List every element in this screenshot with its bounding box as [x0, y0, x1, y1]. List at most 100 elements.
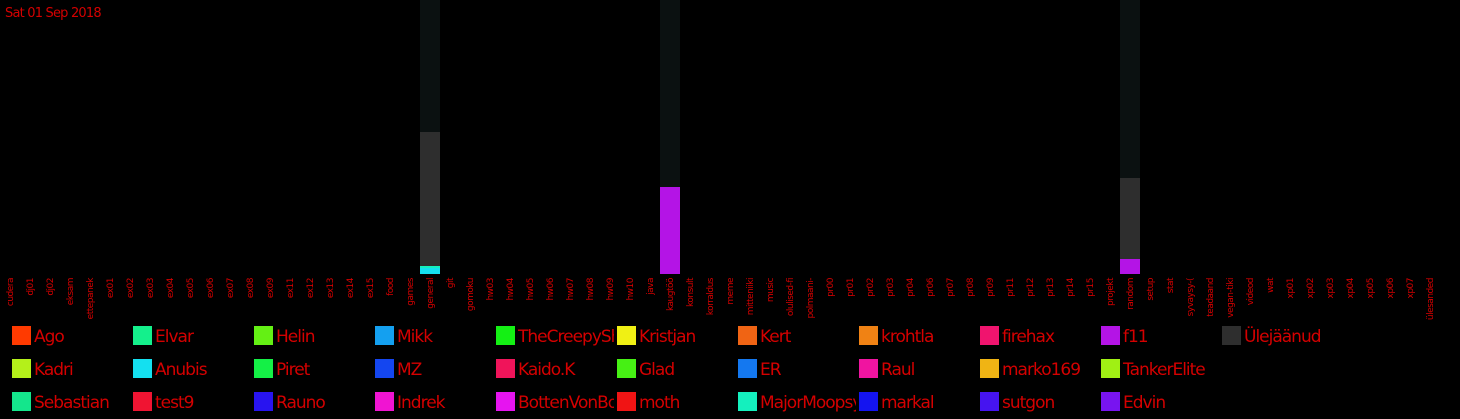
x-tick-label: pr11 [1006, 278, 1016, 297]
legend-swatch [12, 326, 31, 345]
x-tick-label: stat [1166, 277, 1176, 293]
x-tick-label: pr13 [1046, 278, 1056, 297]
x-tick-label: java [646, 278, 656, 296]
legend-swatch [980, 326, 999, 345]
legend-label: Glad [639, 360, 674, 380]
legend-swatch [496, 392, 515, 411]
x-tick-label: music [766, 277, 776, 302]
x-tick-label: xp03 [1326, 278, 1336, 299]
x-tick-label: xp01 [1286, 278, 1296, 299]
x-tick-label: korraldus [706, 277, 716, 315]
x-tick-label: konsult [686, 277, 696, 307]
x-tick-label: xp06 [1386, 277, 1396, 298]
legend-label: MZ [397, 360, 422, 380]
x-tick-label: ex05 [186, 278, 196, 298]
legend-label: sutgon [1002, 393, 1054, 413]
legend-label: Edvin [1123, 393, 1165, 413]
x-tick-label: food [386, 278, 396, 296]
x-tick-label: olulised-fi [786, 278, 796, 316]
x-tick-label: git [446, 277, 456, 288]
legend-label: moth [639, 393, 680, 413]
legend-label: Helin [276, 327, 315, 347]
legend-swatch [133, 326, 152, 345]
legend-label: Piret [276, 360, 311, 380]
legend-label: TheCreepySh [517, 327, 621, 347]
legend-swatch [859, 326, 878, 345]
x-tick-label: pr02 [866, 278, 876, 297]
x-tick-label: ex04 [166, 277, 176, 298]
legend-swatch [859, 359, 878, 378]
x-tick-label: ettepanek [86, 277, 96, 320]
bar-segment [420, 268, 440, 274]
legend-label: Ülejäänud [1244, 325, 1321, 347]
x-tick-label: hw03 [486, 278, 496, 301]
legend-label: firehax [1002, 327, 1055, 347]
legend-swatch [254, 359, 273, 378]
x-tick-label: hw08 [586, 277, 596, 300]
legend-label: f11 [1123, 327, 1148, 347]
x-tick-label: pr00 [826, 277, 836, 297]
legend-swatch [617, 359, 636, 378]
x-tick-label: random [1126, 278, 1136, 310]
legend-swatch [254, 326, 273, 345]
legend-swatch [1101, 359, 1120, 378]
legend-swatch [617, 392, 636, 411]
x-tick-label: ex07 [226, 278, 236, 298]
legend-label: BottenVonBot [518, 393, 624, 413]
x-tick-label: mitteniiki [746, 278, 756, 315]
x-tick-label: eksam [66, 278, 76, 305]
legend-label: Rauno [276, 393, 325, 413]
x-tick-label: wat [1266, 277, 1276, 293]
x-tick-label: ex02 [126, 278, 136, 298]
legend-swatch [133, 359, 152, 378]
x-tick-label: ex11 [286, 278, 296, 298]
legend-label: Kristjan [639, 327, 696, 347]
legend-label: Kadri [34, 360, 73, 380]
x-tick-label: games [406, 277, 416, 306]
legend-swatch [496, 359, 515, 378]
legend-swatch [738, 359, 757, 378]
legend-label: test9 [155, 393, 194, 413]
x-tick-label: ex09 [266, 277, 276, 298]
x-tick-label: pr06 [926, 277, 936, 297]
bar-segment [1120, 178, 1140, 259]
legend-label: ER [760, 360, 782, 380]
x-tick-label: ülesanded [1426, 278, 1436, 320]
x-tick-label: hw05 [526, 278, 536, 301]
legend-swatch [375, 392, 394, 411]
legend-swatch [375, 326, 394, 345]
legend-label: marko169 [1002, 360, 1080, 380]
x-tick-label: ex14 [346, 277, 356, 298]
x-tick-label: dj01 [26, 278, 36, 296]
x-tick-label: xp04 [1346, 277, 1356, 298]
x-tick-label: gomoku [466, 278, 476, 311]
x-tick-label: pr01 [846, 278, 856, 297]
x-tick-label: polmaani- [806, 278, 816, 319]
legend-swatch [980, 359, 999, 378]
legend-label: Sebastian [34, 393, 109, 413]
legend-swatch [375, 359, 394, 378]
x-tick-label: pr08 [966, 277, 976, 297]
bar-segment [420, 266, 440, 268]
legend-label: Anubis [155, 360, 208, 380]
x-tick-label: pr04 [906, 277, 916, 297]
x-tick-label: ex08 [246, 277, 256, 298]
x-tick-label: ex01 [106, 278, 116, 298]
legend-label: Kert [760, 327, 792, 347]
legend-label: TankerElite [1122, 360, 1205, 380]
x-tick-label: pr03 [886, 278, 896, 297]
legend-label: MajorMoopsy [760, 393, 862, 413]
x-tick-label: xp07 [1406, 278, 1416, 299]
x-tick-label: xp05 [1366, 278, 1376, 299]
x-tick-label: pr09 [986, 277, 996, 297]
legend-label: Ago [34, 327, 64, 347]
legend-swatch [12, 359, 31, 378]
x-tick-label: general [426, 278, 436, 309]
x-tick-label: setup [1146, 277, 1156, 300]
legend-swatch [738, 392, 757, 411]
legend-swatch [859, 392, 878, 411]
x-tick-label: ex12 [306, 278, 316, 298]
bar-segment [660, 187, 680, 274]
